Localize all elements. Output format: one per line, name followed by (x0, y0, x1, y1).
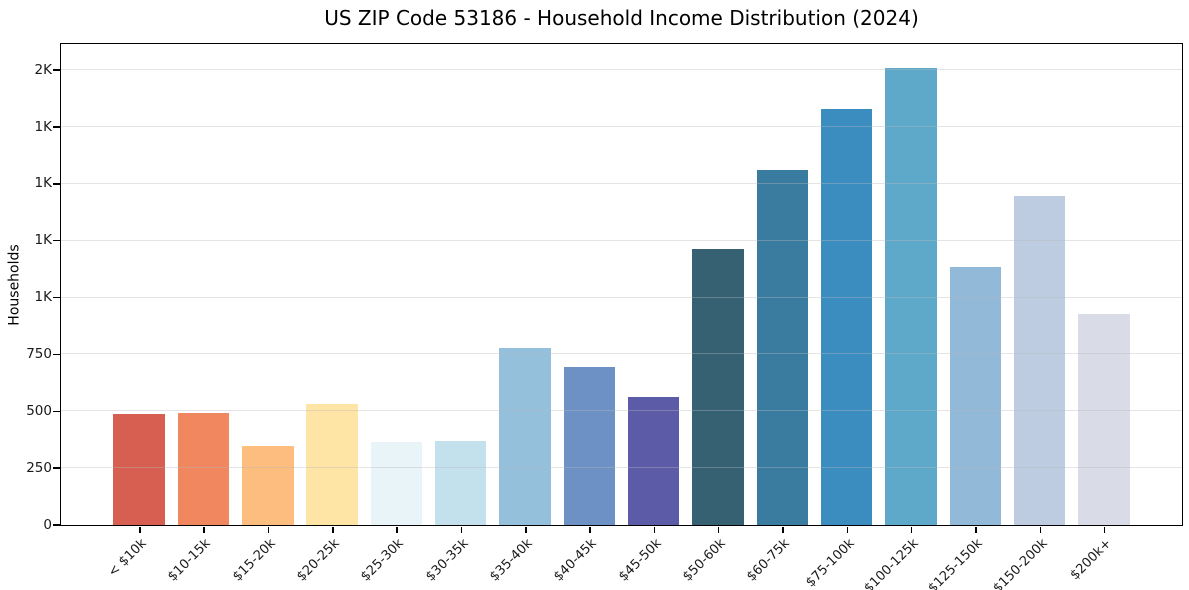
y-tick-label: 1K (34, 231, 52, 248)
bar-slot: $35-40k (487, 44, 557, 584)
bar-slot: $10-15k (166, 44, 235, 584)
y-tick-label: 1K (34, 118, 52, 135)
x-tick-mark (460, 527, 463, 533)
y-tick-label: 500 (26, 402, 52, 419)
bar-slot: $15-20k (230, 44, 300, 584)
x-tick-label: $60-75k (744, 536, 793, 585)
x-tick-mark (203, 527, 205, 533)
bar-slot: $30-35k (423, 44, 493, 584)
bar-slot: $45-50k (616, 44, 686, 584)
chart-title: US ZIP Code 53186 - Household Income Dis… (324, 6, 919, 30)
bar (949, 266, 1001, 525)
x-tick-mark (975, 527, 977, 533)
y-tick-mark (53, 126, 60, 128)
bar-slot: $50-60k (680, 44, 750, 584)
y-tick-label: 2K (34, 61, 52, 78)
y-tick-mark (53, 410, 60, 413)
bar (1013, 196, 1066, 525)
gridline (61, 410, 1182, 412)
x-tick-mark (332, 527, 334, 533)
x-tick-label: $25-30k (358, 536, 408, 585)
y-tick-mark (53, 467, 60, 469)
y-tick-mark (53, 296, 60, 299)
y-tick-label: 250 (26, 459, 52, 476)
x-tick-mark (653, 527, 656, 533)
bar (177, 413, 230, 525)
bar (563, 366, 616, 525)
x-tick-label: $15-20k (229, 536, 279, 585)
y-tick-mark (53, 69, 60, 71)
bar (113, 414, 165, 525)
y-tick-label: 750 (26, 345, 52, 362)
x-tick-mark (139, 527, 141, 533)
gridline (61, 353, 1182, 355)
x-tick-label: $20-25k (294, 536, 343, 585)
bar (692, 248, 744, 525)
x-tick-mark (396, 527, 398, 533)
x-tick-mark (589, 527, 591, 533)
bar (1078, 313, 1130, 525)
bar-slot: $60-75k (744, 44, 814, 584)
x-tick-label: $150-200k (989, 536, 1051, 590)
bar-slot: $20-25k (294, 44, 364, 584)
gridline (61, 126, 1182, 128)
y-tick-mark (53, 183, 60, 185)
gridline (61, 467, 1182, 469)
gridline (61, 296, 1182, 298)
x-tick-label: $45-50k (615, 536, 665, 585)
bar-slot: $25-30k (359, 44, 428, 584)
bar (435, 440, 487, 525)
x-tick-label: $50-60k (680, 536, 729, 585)
y-tick-label: 0 (43, 516, 52, 533)
bar-slot: $200k+ (1067, 44, 1136, 583)
y-tick-label: 1K (34, 288, 52, 305)
x-tick-label: $100-125k (861, 536, 922, 590)
x-tick-mark (267, 527, 270, 533)
bar (885, 67, 937, 525)
bar (370, 442, 423, 525)
x-tick-mark (782, 527, 784, 533)
bar-slot: < $10k (106, 44, 171, 580)
bar (242, 446, 294, 525)
x-tick-label: $40-45k (551, 536, 600, 585)
bar-slot: $150-200k (990, 44, 1071, 590)
y-tick-mark (53, 239, 60, 242)
plot-area: < $10k $10-15k $15-20k $20-25k $25-30k $30-35… (26, 43, 1183, 590)
gridline (61, 239, 1182, 241)
y-tick-mark (53, 524, 60, 526)
bar-slot: $100-125k (861, 44, 943, 590)
x-tick-label: $200k+ (1067, 536, 1115, 584)
x-tick-label: $75-100k (802, 536, 858, 590)
bar (499, 347, 551, 525)
x-tick-mark (1039, 527, 1042, 533)
y-axis-label: Households (7, 243, 24, 326)
bar (756, 170, 808, 525)
x-tick-label: $125-150k (925, 536, 986, 590)
bar (820, 108, 873, 525)
gridline (61, 69, 1182, 71)
y-axis-label-wrap: Households (2, 43, 28, 526)
x-tick-mark (846, 527, 849, 533)
x-tick-label: $35-40k (487, 536, 536, 585)
x-tick-label: $10-15k (165, 536, 215, 585)
bar (306, 403, 358, 525)
bar-slot: $125-150k (926, 44, 1007, 590)
x-tick-label: $30-35k (422, 536, 472, 585)
bar (627, 396, 680, 525)
x-tick-label: < $10k (105, 536, 150, 581)
bar-slot: $75-100k (803, 44, 878, 590)
slots: < $10k $10-15k $15-20k $20-25k $25-30k $30-35… (61, 44, 1182, 590)
x-tick-mark (1103, 527, 1106, 533)
x-tick-mark (717, 527, 720, 533)
y-tick-mark (53, 353, 60, 356)
bar-slot: $40-45k (551, 44, 621, 584)
x-tick-mark (525, 527, 527, 533)
y-tick-label: 1K (34, 175, 52, 192)
x-tick-mark (910, 527, 913, 533)
gridline (61, 182, 1182, 184)
